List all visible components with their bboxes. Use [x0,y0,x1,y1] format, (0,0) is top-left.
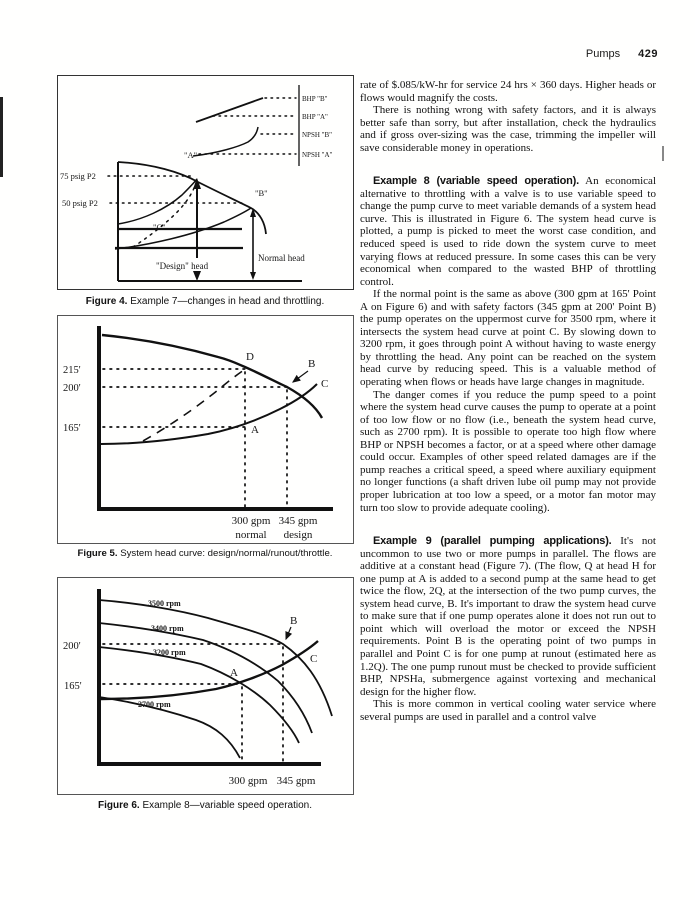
fig4-label-bhp-a: BHP "A" [302,113,328,121]
paragraph: The danger comes if you reduce the pump … [360,389,656,514]
example-9-heading: Example 9 (parallel pumping applications… [373,535,612,548]
fig5-label-x345: 345 gpm [279,515,318,527]
fig4-label-normal-head: Normal head [258,253,305,263]
paragraph-example-9: Example 9 (parallel pumping applications… [360,535,656,698]
body-text-column: rate of $.085/kW-hr for service 24 hrs ×… [360,79,656,723]
fig5-system-head-curve [100,383,318,445]
paragraph: If the normal point is the same as above… [360,288,656,388]
figure-6-box: 3500 rpm 3400 rpm 3200 rpm 2700 rpm 200'… [57,577,354,795]
figure-6-caption-text: Example 8—variable speed operation. [142,800,312,811]
fig5-throttle-dashed-curve [142,369,245,442]
figure-5-box: 215' 200' 165' D B C A 300 gpm 345 gpm n… [57,315,354,544]
paragraph-example-8: Example 8 (variable speed operation). An… [360,175,656,288]
figure-4-box: BHP "B" BHP "A" NPSH "B" NPSH "A" [57,75,354,290]
fig5-label-normal: normal [235,529,266,541]
fig5-label-215: 215' [63,365,81,376]
fig6-label-point-a: A [230,667,238,679]
fig5-label-point-c: C [321,378,328,390]
paragraph-text: rate of $.085/kW-hr for service 24 hrs ×… [360,79,656,104]
fig6-system-head-curve [100,640,319,701]
fig4-throttle-dotted-curve [132,182,197,248]
fig5-label-point-a: A [251,424,259,436]
fig5-label-x300: 300 gpm [232,515,271,527]
figure-6-caption: Figure 6. Example 8—variable speed opera… [57,800,353,811]
scan-edge-artifact-left [0,97,3,177]
fig6-label-x300: 300 gpm [229,775,268,787]
fig4-label-design-head: "Design" head [156,261,209,271]
figure-4-caption-text: Example 7—changes in head and throttling… [130,296,325,307]
paragraph: rate of $.085/kW-hr for service 24 hrs ×… [360,79,656,104]
fig4-bhp-curve [195,97,264,123]
fig5-label-point-d: D [246,351,254,363]
fig6-label-3200rpm: 3200 rpm [153,648,186,657]
figure-5-caption-label: Figure 5. [77,548,118,559]
fig6-label-2700rpm: 2700 rpm [138,700,171,709]
fig4-arrowhead-up-design [193,178,201,189]
page-number: 429 [638,48,658,60]
page-header: Pumps 429 [540,48,658,60]
figure-5-caption-text: System head curve: design/normal/runout/… [120,548,333,559]
fig5-label-design: design [284,529,313,541]
fig6-curve-3400rpm [98,622,313,734]
fig5-label-200: 200' [63,383,81,394]
paragraph-text: If the normal point is the same as above… [360,288,656,389]
scan-edge-artifact-right [662,146,664,161]
paragraph-text: It's not uncommon to use two or more pum… [360,535,656,698]
paragraph: This is more common in vertical cooling … [360,698,656,723]
figure-4-caption-label: Figure 4. [85,296,128,307]
paragraph-text: An economical alternative to throttling … [360,175,656,288]
paragraph-text: This is more common in vertical cooling … [360,698,656,723]
fig6-curve-3500rpm [98,599,333,717]
fig4-main-plot: 75 psig P2 50 psig P2 "A" "B" "C" "Desig… [60,150,305,282]
fig6-label-200: 200' [63,641,81,652]
fig4-label-50psig: 50 psig P2 [62,198,98,208]
figure-5-caption: Figure 5. System head curve: design/norm… [57,548,353,559]
fig4-label-bhp-b: BHP "B" [302,95,328,103]
figure4-chart: BHP "B" BHP "A" NPSH "B" NPSH "A" [60,85,333,282]
fig4-arrowhead-up-normal [250,208,256,217]
fig6-label-point-b: B [290,615,297,627]
example-8-heading: Example 8 (variable speed operation). [373,175,579,188]
fig6-label-165: 165' [64,681,82,692]
fig4-arrowhead-down-normal [250,272,256,280]
fig4-label-npsh-a: NPSH "A" [302,151,333,159]
paragraph: There is nothing wrong with safety facto… [360,104,656,154]
fig4-system-curve-b [114,207,252,250]
fig4-pump-curve [117,161,267,235]
fig4-label-point-b: "B" [255,188,268,198]
fig4-label-point-c: "C" [153,222,166,232]
figure-4-caption: Figure 4. Example 7—changes in head and … [57,296,353,307]
paragraph-text: The danger comes if you reduce the pump … [360,388,656,514]
fig4-system-curve-a [117,178,198,225]
figure6-chart: 3500 rpm 3400 rpm 3200 rpm 2700 rpm 200'… [63,589,333,787]
paragraph-text: There is nothing wrong with safety facto… [360,104,656,154]
fig5-pump-curve [101,333,324,419]
fig5-label-point-b: B [308,358,315,370]
fig5-label-165: 165' [63,423,81,434]
fig4-label-75psig: 75 psig P2 [60,171,96,181]
fig4-npsh-curve [192,126,259,157]
fig4-arrowhead-down-design [193,271,201,281]
fig4-label-point-a: "A" [184,150,197,160]
fig6-label-x345: 345 gpm [277,775,316,787]
fig6-label-3500rpm: 3500 rpm [148,599,181,608]
fig6-point-b-arrow [285,626,293,641]
fig4-bhp-npsh-subplot: BHP "B" BHP "A" NPSH "B" NPSH "A" [192,85,333,166]
running-title: Pumps [585,48,621,60]
figure5-chart: 215' 200' 165' D B C A 300 gpm 345 gpm n… [63,326,333,541]
fig4-label-npsh-b: NPSH "B" [302,131,332,139]
fig5-point-b-arrow [292,370,309,383]
fig6-label-3400rpm: 3400 rpm [151,624,184,633]
figure-6-caption-label: Figure 6. [97,800,140,811]
fig6-label-point-c: C [310,653,317,665]
fig6-curve-2700rpm [98,696,241,759]
fig6-curve-3200rpm [98,646,300,744]
